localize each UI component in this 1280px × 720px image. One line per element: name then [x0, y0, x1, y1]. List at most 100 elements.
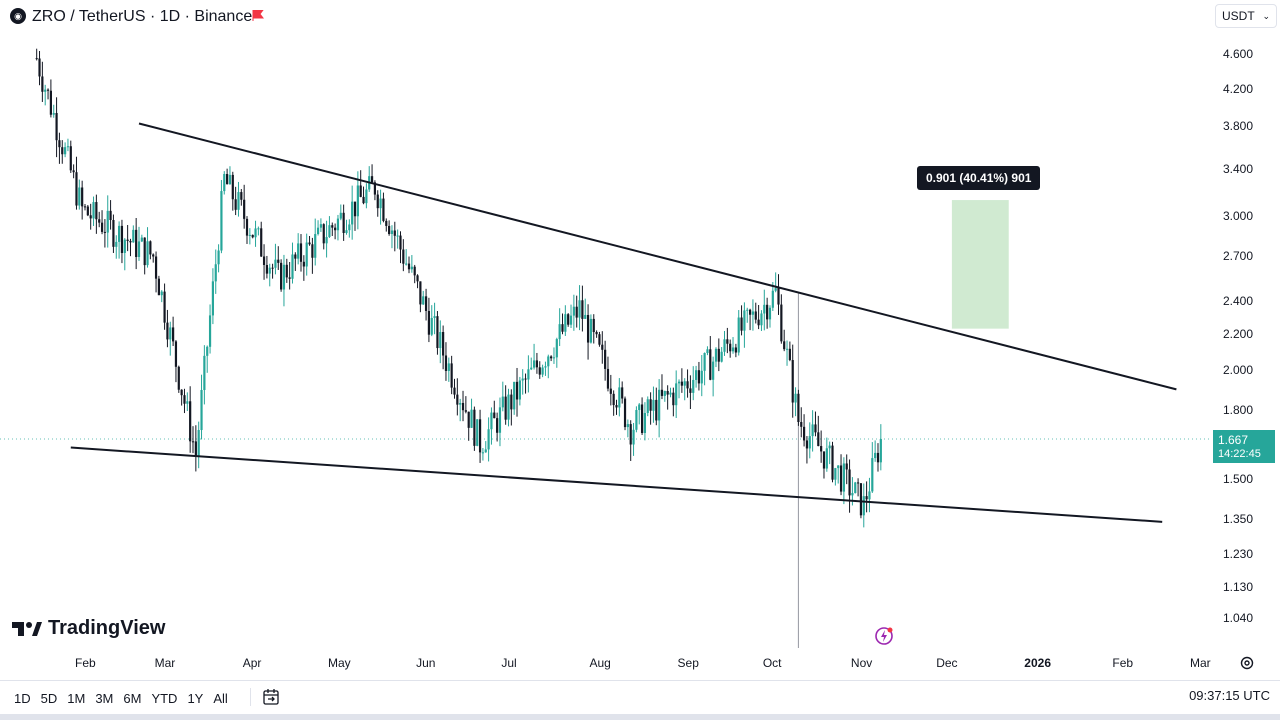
candle-body	[757, 319, 760, 326]
candle-body	[405, 263, 408, 265]
candle-body	[100, 222, 104, 232]
candle-body	[248, 234, 251, 236]
candle-body	[69, 146, 72, 171]
range-button-6m[interactable]: 6M	[123, 690, 142, 706]
candle-body	[251, 234, 254, 238]
candle-body	[498, 407, 502, 433]
range-button-ytd[interactable]: YTD	[151, 690, 178, 706]
candle-body	[646, 399, 649, 413]
price-tick-label: 2.700	[1223, 249, 1254, 264]
range-button-3m[interactable]: 3M	[95, 690, 114, 706]
candle-body	[262, 256, 266, 265]
candle-body	[751, 311, 755, 315]
gear-icon[interactable]	[1239, 655, 1255, 671]
candle-body	[52, 112, 55, 115]
toolbar-divider	[250, 688, 251, 706]
candle-body	[532, 360, 536, 368]
candle-body	[675, 383, 678, 406]
candle-body	[373, 182, 377, 195]
candle-body	[118, 225, 121, 242]
candle-body	[331, 225, 334, 228]
price-tick-label: 1.130	[1223, 579, 1254, 594]
candle-body	[424, 296, 428, 311]
candle-body	[58, 140, 61, 148]
candle-body	[768, 307, 772, 320]
candle-body	[95, 202, 98, 220]
candle-body	[393, 230, 396, 236]
candle-body	[282, 264, 286, 290]
candle-body	[260, 228, 263, 257]
candle-body	[794, 393, 797, 403]
candle-body	[504, 396, 507, 420]
candle-body	[126, 239, 129, 241]
candle-body	[328, 225, 331, 238]
candle-body	[481, 452, 485, 454]
candle-body	[592, 318, 595, 333]
candle-body	[407, 263, 411, 270]
candle-body	[561, 324, 564, 332]
candle-body	[291, 254, 294, 279]
time-tick-label: Nov	[850, 656, 873, 670]
candle-body	[433, 316, 436, 318]
candle-body	[581, 300, 584, 319]
candle-body	[35, 58, 38, 60]
price-tick-label: 2.000	[1223, 362, 1254, 377]
calendar-range-icon[interactable]	[262, 688, 280, 706]
candle-body	[413, 266, 416, 276]
candle-body	[348, 224, 351, 231]
candle-body	[245, 218, 249, 236]
candle-body	[322, 224, 325, 244]
candle-body	[743, 310, 746, 331]
candle-body	[140, 237, 143, 242]
candle-body	[439, 332, 442, 349]
price-chart[interactable]	[0, 0, 1280, 680]
candle-body	[206, 346, 209, 356]
candle-body	[470, 409, 473, 428]
lightning-icon[interactable]	[874, 626, 894, 646]
range-button-5d[interactable]: 5D	[40, 690, 58, 706]
candle-body	[191, 441, 195, 443]
currency-selector[interactable]: USDT ⌄	[1215, 4, 1277, 28]
candle-body	[660, 389, 664, 396]
candle-body	[285, 264, 288, 278]
candle-body	[72, 170, 75, 173]
candle-body	[467, 411, 470, 428]
candle-body	[376, 194, 379, 209]
candle-body	[683, 381, 686, 386]
candle-body	[825, 448, 828, 469]
utc-clock[interactable]: 09:37:15 UTC	[1189, 688, 1270, 703]
tradingview-logo[interactable]: TradingView	[12, 617, 165, 640]
candle-body	[86, 206, 89, 216]
trendline-lower	[70, 446, 1163, 523]
candle-body	[734, 347, 737, 353]
candle-body	[609, 388, 612, 394]
time-tick-label: Jul	[501, 656, 517, 670]
candle-body	[55, 112, 58, 141]
candle-body	[618, 387, 621, 408]
candle-body	[353, 201, 357, 217]
candle-body	[780, 304, 783, 342]
range-button-1m[interactable]: 1M	[67, 690, 86, 706]
candle-body	[726, 339, 729, 344]
candle-body	[515, 381, 519, 400]
candle-body	[521, 378, 524, 381]
range-button-all[interactable]: All	[213, 690, 228, 706]
candle-body	[717, 348, 720, 362]
candle-body	[774, 288, 777, 291]
price-tick-label: 4.200	[1223, 81, 1254, 96]
price-tick-label: 2.200	[1223, 326, 1254, 341]
symbol-title[interactable]: ZRO / TetherUS · 1D · Binance	[32, 8, 253, 25]
range-buttons: 1D 5D 1M 3M 6M YTD 1Y All	[9, 691, 233, 706]
candle-body	[820, 446, 823, 452]
candle-body	[464, 410, 467, 412]
candle-body	[788, 348, 791, 361]
candle-body	[655, 399, 658, 421]
candle-body	[564, 314, 567, 332]
range-button-1d[interactable]: 1D	[14, 690, 31, 706]
candle-body	[874, 452, 877, 459]
candle-body	[763, 304, 766, 314]
candle-body	[64, 147, 67, 155]
range-button-1y[interactable]: 1Y	[187, 690, 204, 706]
candle-body	[379, 198, 382, 209]
red-flag-icon[interactable]	[252, 10, 264, 21]
